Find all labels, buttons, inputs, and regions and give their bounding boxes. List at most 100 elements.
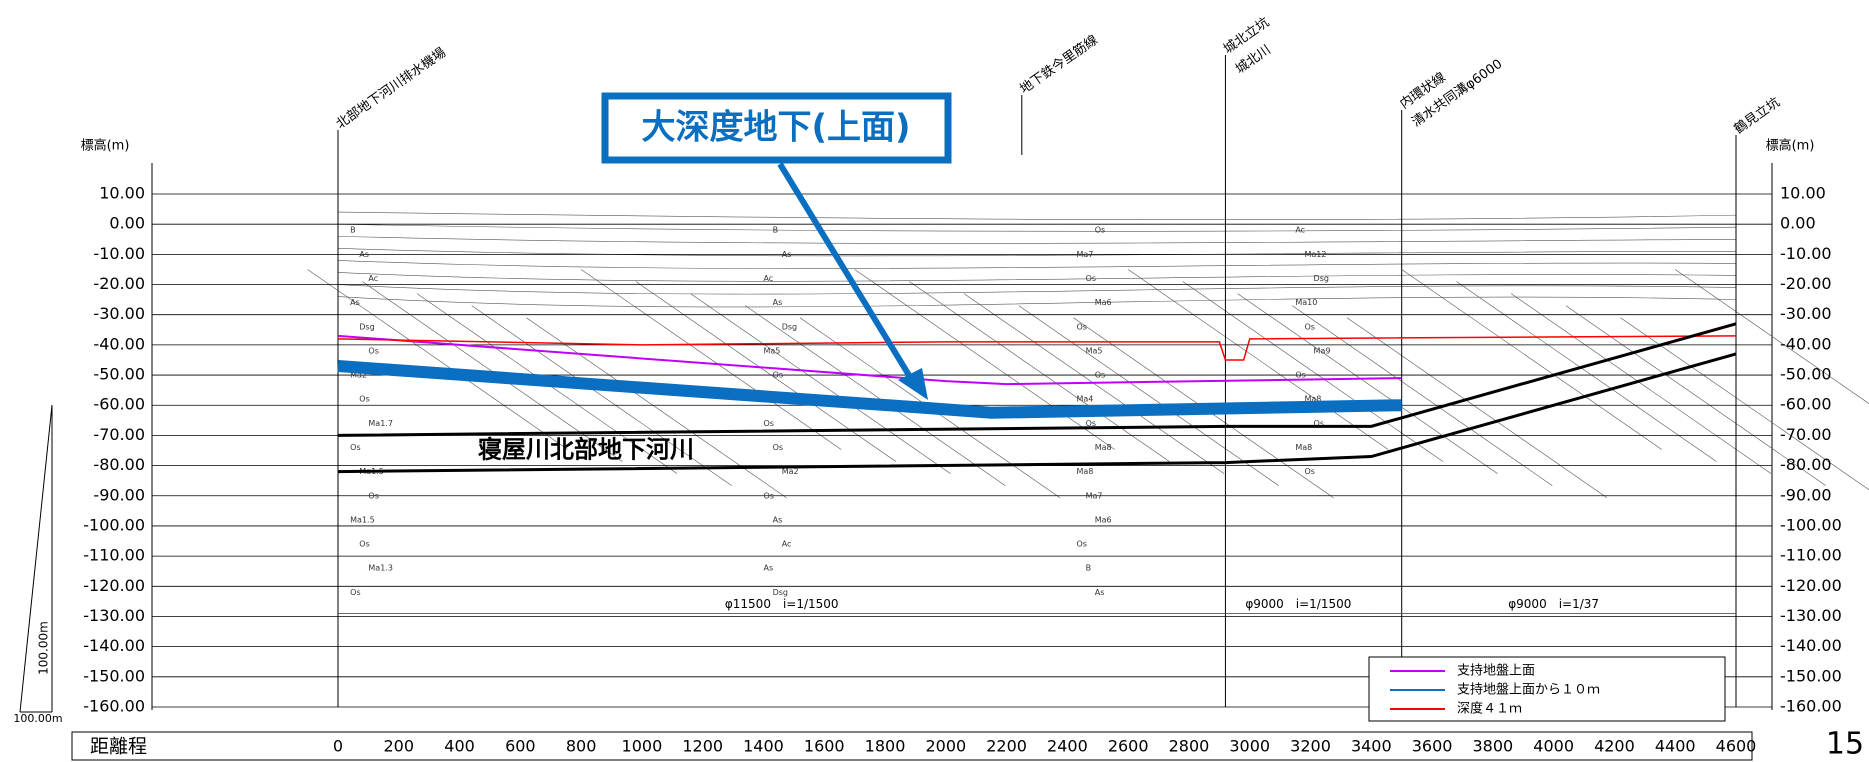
soil-label: Os (1086, 274, 1096, 283)
x-tick-label: 3200 (1290, 737, 1331, 756)
soil-label: Ac (1295, 226, 1305, 235)
soil-label: Os (350, 588, 360, 597)
soil-label: Os (350, 443, 360, 452)
soil-label: Ma9 (1314, 346, 1331, 355)
x-tick-label: 4200 (1594, 737, 1635, 756)
x-tick-label: 1600 (804, 737, 845, 756)
soil-label: Ac (368, 274, 378, 283)
y-tick-label: -120.00 (83, 576, 145, 595)
soil-label: Ma6 (1095, 298, 1112, 307)
tunnel-label: 寝屋川北部地下河川 (478, 436, 694, 464)
soil-label: Ma5 (1086, 346, 1103, 355)
soil-label: Os (1077, 540, 1087, 549)
soil-label: Os (1086, 419, 1096, 428)
soil-label: Ac (763, 274, 773, 283)
geology-line (909, 281, 1170, 462)
soil-label: Ma2 (782, 467, 799, 476)
x-tick-label: 1800 (865, 737, 906, 756)
page-number: 15 (1826, 727, 1864, 762)
y2-tick-label: -160.00 (1780, 697, 1842, 716)
soil-label: As (782, 250, 792, 259)
geology-line (1292, 305, 1553, 486)
soil-label: Dsg (773, 588, 788, 597)
soil-label: Os (763, 491, 773, 500)
geology-line (307, 269, 568, 450)
legend-label: 支持地盤上面 (1457, 664, 1535, 679)
soil-label: Os (1095, 371, 1105, 380)
y2-tick-label: -30.00 (1780, 304, 1832, 323)
soil-label: Ma8 (1304, 395, 1321, 404)
soil-label: Os (773, 443, 783, 452)
scale-bar (19, 404, 53, 713)
soil-label: Ma7 (1086, 491, 1103, 500)
y-tick-label: -100.00 (83, 515, 145, 534)
geology-line (635, 281, 897, 462)
series-line (337, 360, 1402, 419)
x-tick-label: 2000 (925, 737, 966, 756)
y2-tick-label: -110.00 (1780, 546, 1842, 565)
soil-label: As (773, 515, 783, 524)
soil-label: Os (1304, 467, 1314, 476)
soil-label: Os (1314, 419, 1324, 428)
y-tick-label: -80.00 (93, 455, 145, 474)
soil-label: Ma6 (1095, 515, 1112, 524)
y-tick-label: -40.00 (93, 334, 145, 353)
y-tick-label: -70.00 (93, 425, 145, 444)
soil-label: Ma1.3 (368, 564, 393, 573)
soil-label: Os (1304, 322, 1314, 331)
y-tick-label: -90.00 (93, 485, 145, 504)
geology-line (1237, 293, 1498, 474)
soil-label: Ma1.5 (350, 515, 375, 524)
x-tick-label: 3000 (1229, 737, 1270, 756)
x-tick-label: 3800 (1473, 737, 1514, 756)
soil-label: Ma4 (1077, 395, 1094, 404)
y-axis-label: 標高(m) (81, 138, 130, 154)
x-tick-label: 3400 (1351, 737, 1392, 756)
geology-line (690, 293, 951, 474)
geology-line (1018, 305, 1279, 486)
soil-label: Os (368, 491, 378, 500)
distance-box (71, 731, 1753, 761)
soil-label: As (773, 298, 783, 307)
callout-arrow (777, 162, 918, 387)
soil-label: Dsg (359, 322, 374, 331)
geology-line (1565, 305, 1826, 486)
geology-line (1128, 269, 1389, 450)
geology-line (745, 305, 1006, 486)
callout-box (601, 92, 952, 164)
x-tick-label: 1000 (622, 737, 663, 756)
y2-tick-label: -100.00 (1780, 515, 1842, 534)
y2-tick-label: -90.00 (1780, 485, 1832, 504)
y-tick-label: 10.00 (99, 184, 145, 203)
legend-label: 深度４１ｍ (1457, 701, 1522, 717)
soil-label: As (359, 250, 369, 259)
soil-label: Ma10 (1295, 298, 1317, 307)
y-tick-label: -10.00 (93, 244, 145, 263)
geology-line (1401, 269, 1662, 450)
soil-label: Ac (782, 540, 792, 549)
soil-label: Os (1077, 322, 1087, 331)
y2-tick-label: -40.00 (1780, 334, 1832, 353)
soil-label: Ma5 (763, 346, 780, 355)
series-line (337, 352, 1737, 474)
geology-line (471, 305, 732, 486)
soil-label: Ma8 (1077, 467, 1094, 476)
x-tick-label: 600 (505, 737, 536, 756)
callout-text: 大深度地下(上面) (641, 108, 910, 148)
y-tick-label: -60.00 (93, 395, 145, 414)
soil-label: B (773, 226, 779, 235)
y2-tick-label: -120.00 (1780, 576, 1842, 595)
soil-label: Ma8 (1095, 443, 1112, 452)
stratum-line (337, 248, 1737, 257)
x-tick-label: 1400 (743, 737, 784, 756)
geology-line (1510, 293, 1772, 474)
pipe-label: φ11500 i=1/1500 (725, 597, 839, 611)
x-tick-label: 1200 (682, 737, 723, 756)
y-tick-label: -150.00 (83, 666, 145, 685)
soil-label: Os (368, 346, 378, 355)
geology-line (580, 269, 842, 450)
y-tick-label: -110.00 (83, 546, 145, 565)
soil-label: Dsg (1314, 274, 1329, 283)
y-tick-label: -20.00 (93, 274, 145, 293)
stratum-line (337, 284, 1737, 295)
